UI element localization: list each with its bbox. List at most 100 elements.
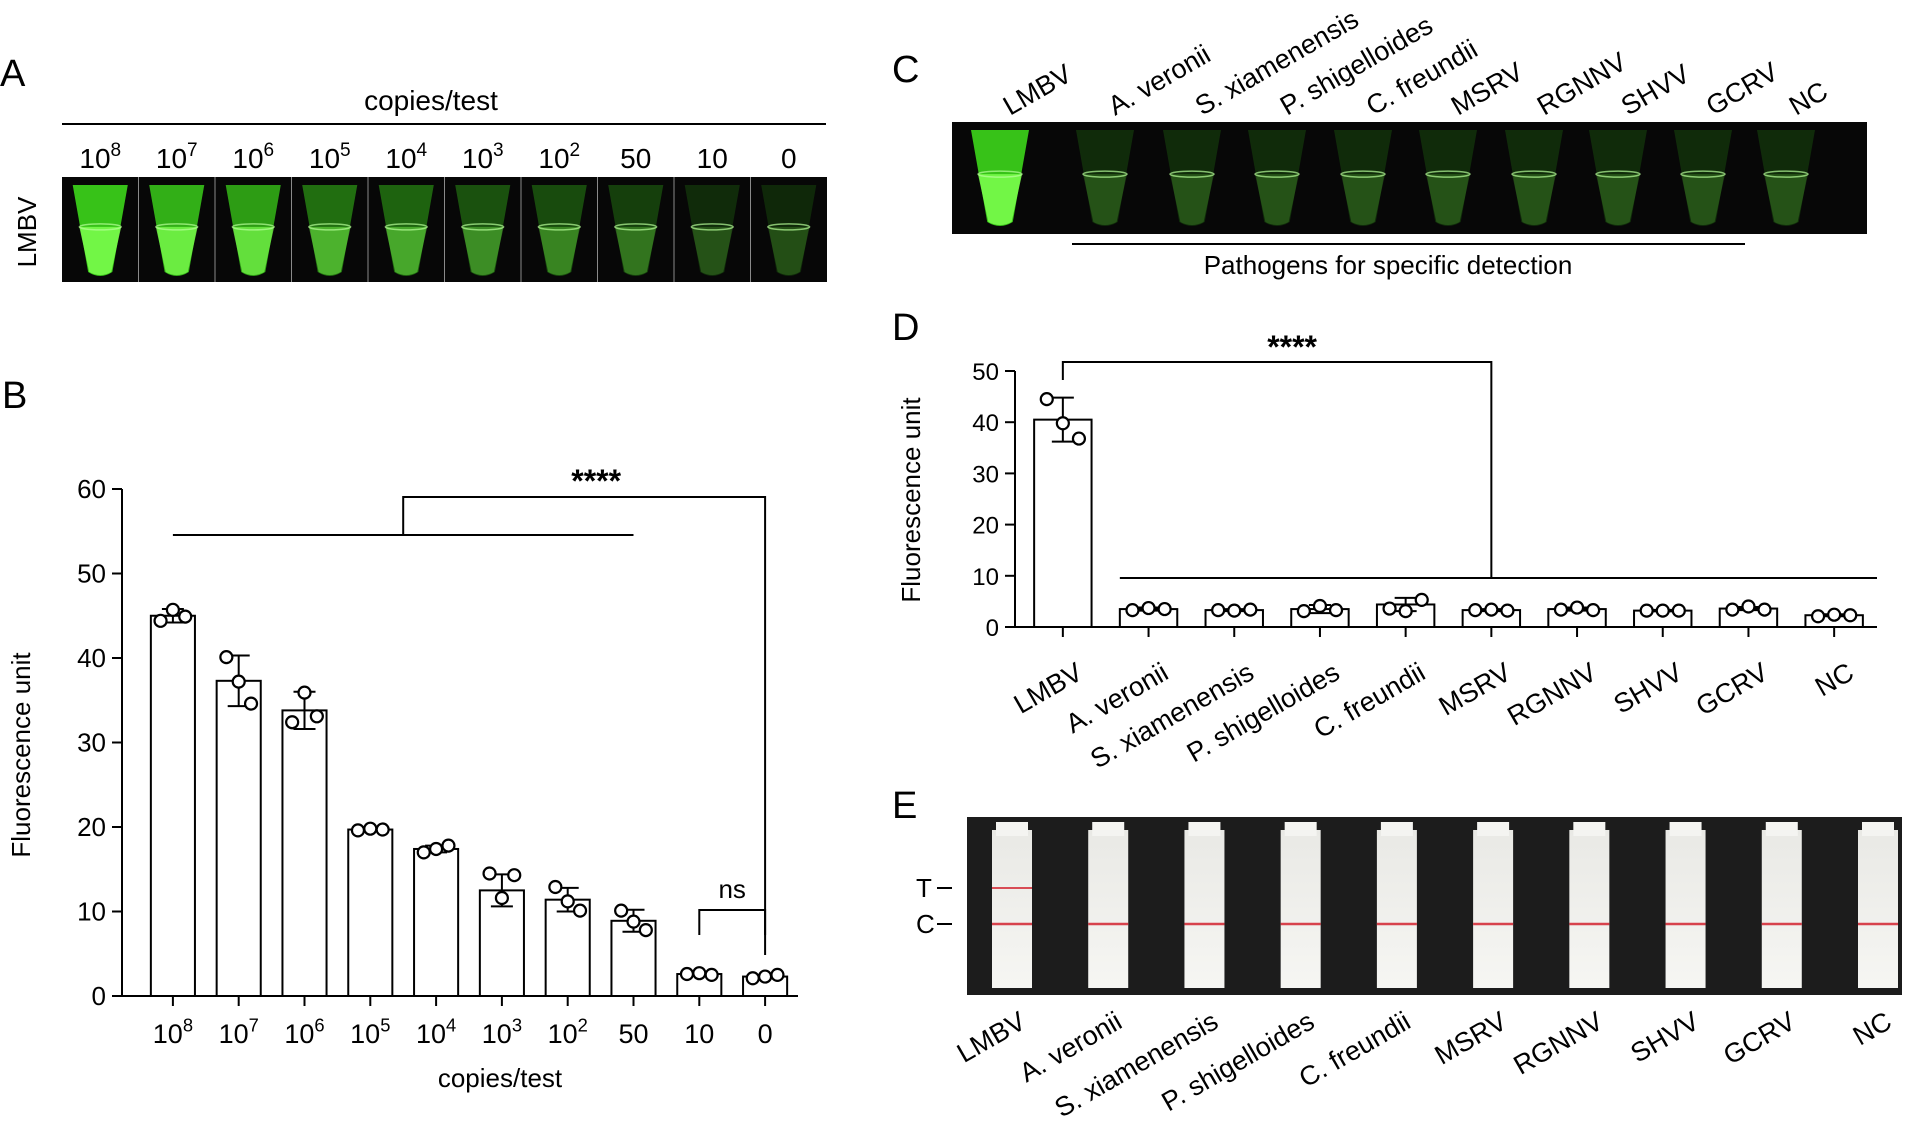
panel-a-tube <box>225 185 281 276</box>
panel-c-tube-glass <box>1419 130 1477 226</box>
panel-e-strip-cap <box>1765 822 1798 836</box>
panel-d-data-point <box>1382 601 1397 616</box>
panel-c-tube-meniscus <box>1340 170 1386 178</box>
panel-a-tube-meniscus <box>767 223 811 231</box>
panel-d-data-point <box>1414 592 1429 607</box>
panel-a-tube-label-exponent: 7 <box>187 140 198 161</box>
panel-b-x-tick-label-exponent: 7 <box>249 1015 259 1036</box>
panel-c-bracket-label: Pathogens for specific detection <box>1204 250 1573 280</box>
panel-b-chart: Fluorescence unit copies/test 0102030405… <box>6 463 798 1093</box>
panel-b-x-tick-label-exponent: 5 <box>380 1015 390 1036</box>
panel-b-y-tick-label: 50 <box>77 559 106 589</box>
panel-e-strip <box>1761 830 1802 988</box>
panel-a-tube-liquid <box>691 226 734 275</box>
panel-a: copies/test LMBV 108 107 106 105 104 103 102 50… <box>12 85 827 282</box>
panel-c-tube-liquid <box>1763 174 1809 225</box>
panel-c-tube <box>1757 130 1815 226</box>
panel-d-data-point <box>1827 607 1842 622</box>
panel-c-tube-glass <box>1334 130 1392 226</box>
panel-label-c: C <box>892 49 919 91</box>
panel-label-d: D <box>892 307 919 349</box>
panel-b-data-point <box>165 602 180 617</box>
panel-a-tube <box>149 185 205 276</box>
panel-a-tube-label: 10 <box>697 143 728 174</box>
panel-d-bars <box>1033 392 1864 629</box>
panel-a-tube-liquid <box>308 226 351 275</box>
panel-a-tube-meniscus <box>461 223 505 231</box>
panel-b-x-tick-label-exponent: 6 <box>314 1015 324 1036</box>
panel-b-x-tick-label: 105 <box>350 1015 390 1049</box>
panel-a-tube-label: 102 <box>538 140 580 174</box>
panel-d-comparison-bracket <box>1061 361 1493 578</box>
panel-d-data-point <box>1398 604 1413 619</box>
panel-b-data-point <box>572 903 588 918</box>
panel-b-y-tick-label: 60 <box>77 474 106 504</box>
panel-b-data-point <box>507 868 522 883</box>
panel-d-x-tick-label: SHVV <box>1609 657 1688 720</box>
panel-b-y-tick-label: 30 <box>77 728 106 758</box>
panel-b-x-tick-label: 10 <box>684 1019 714 1049</box>
panel-a-tube-label-base: 10 <box>309 143 340 174</box>
panel-b-data-point <box>243 696 259 711</box>
panel-b-significance: **** ns <box>172 463 767 955</box>
panel-b-x-tick-label-base: 10 <box>219 1019 249 1049</box>
panel-c-tube-label: LMBV <box>998 58 1077 121</box>
panel-b-data-point <box>638 922 653 938</box>
panel-a-tube-label-exponent: 6 <box>264 140 275 161</box>
panel-e-strip-cap <box>1380 822 1413 836</box>
panel-c-tube-glass <box>1505 130 1563 226</box>
panel-b-x-tick-label: 0 <box>758 1019 773 1049</box>
panel-b-data-point <box>770 967 785 982</box>
panel-e-strip-label: S. xiamenensis <box>1049 1006 1223 1124</box>
panel-b-data-point <box>285 715 300 730</box>
panel-a-tube-label: 105 <box>309 140 351 174</box>
panel-b-data-point <box>548 879 563 895</box>
panel-b-x-tick-label-base: 10 <box>416 1019 446 1049</box>
panel-d-data-point <box>1484 602 1499 617</box>
panel-a-row-label: LMBV <box>12 196 42 267</box>
panel-d-y-tick-label: 20 <box>972 513 999 540</box>
panel-label-b: B <box>2 375 27 417</box>
panel-a-tube-meniscus <box>308 223 352 231</box>
panel-a-tube-meniscus <box>537 223 581 231</box>
panel-label-a: A <box>0 53 26 95</box>
panel-b-bar <box>610 919 657 997</box>
panel-b-data-point <box>704 967 719 982</box>
panel-c-tube <box>1076 130 1134 226</box>
panel-c-tube <box>971 130 1029 226</box>
panel-a-tube-meniscus <box>231 223 275 231</box>
panel-b-x-tick-label-base: 10 <box>684 1019 714 1049</box>
panel-e-strip-label: RGNNV <box>1508 1006 1607 1081</box>
panel-e-strip-cap <box>1669 822 1702 836</box>
panel-c-tube-glass <box>1076 130 1134 226</box>
panel-a-tube-liquid <box>461 226 504 275</box>
panel-e-strip-cap <box>1284 822 1317 836</box>
panel-a-tube-label: 50 <box>620 143 651 174</box>
panel-b-x-tick-label-exponent: 4 <box>446 1015 456 1036</box>
panel-a-tube <box>531 185 587 276</box>
panel-a-tube-liquid <box>614 226 657 275</box>
panel-c-tube-meniscus <box>1425 170 1471 178</box>
panel-a-tube-label-exponent: 8 <box>111 140 122 161</box>
panel-a-tube <box>761 185 817 276</box>
panel-b-y-tick-label: 20 <box>77 812 106 842</box>
panel-d-data-point <box>1296 604 1311 619</box>
panel-c-tube-liquid <box>1254 174 1300 225</box>
panel-b-x-tick-label-base: 10 <box>350 1019 380 1049</box>
panel-e-strip <box>1569 830 1610 988</box>
panel-b-data-point <box>692 966 707 981</box>
panel-a-tube-label-exponent: 2 <box>570 140 581 161</box>
panel-c-tube-label: RGNNV <box>1532 46 1631 121</box>
panel-a-tube-liquid <box>232 226 275 275</box>
panel-d-data-point <box>1055 416 1070 431</box>
panel-b-x-tick-label-exponent: 8 <box>183 1015 193 1036</box>
panel-e-c-label: C <box>916 909 935 939</box>
panel-b-data-point <box>375 822 390 837</box>
panel-a-tube <box>302 185 358 276</box>
panel-d-data-point <box>1725 602 1740 617</box>
panel-c-tube-meniscus <box>977 170 1023 178</box>
panel-b-x-tick-label-exponent: 3 <box>512 1015 522 1036</box>
panel-b-data-point <box>350 823 366 838</box>
